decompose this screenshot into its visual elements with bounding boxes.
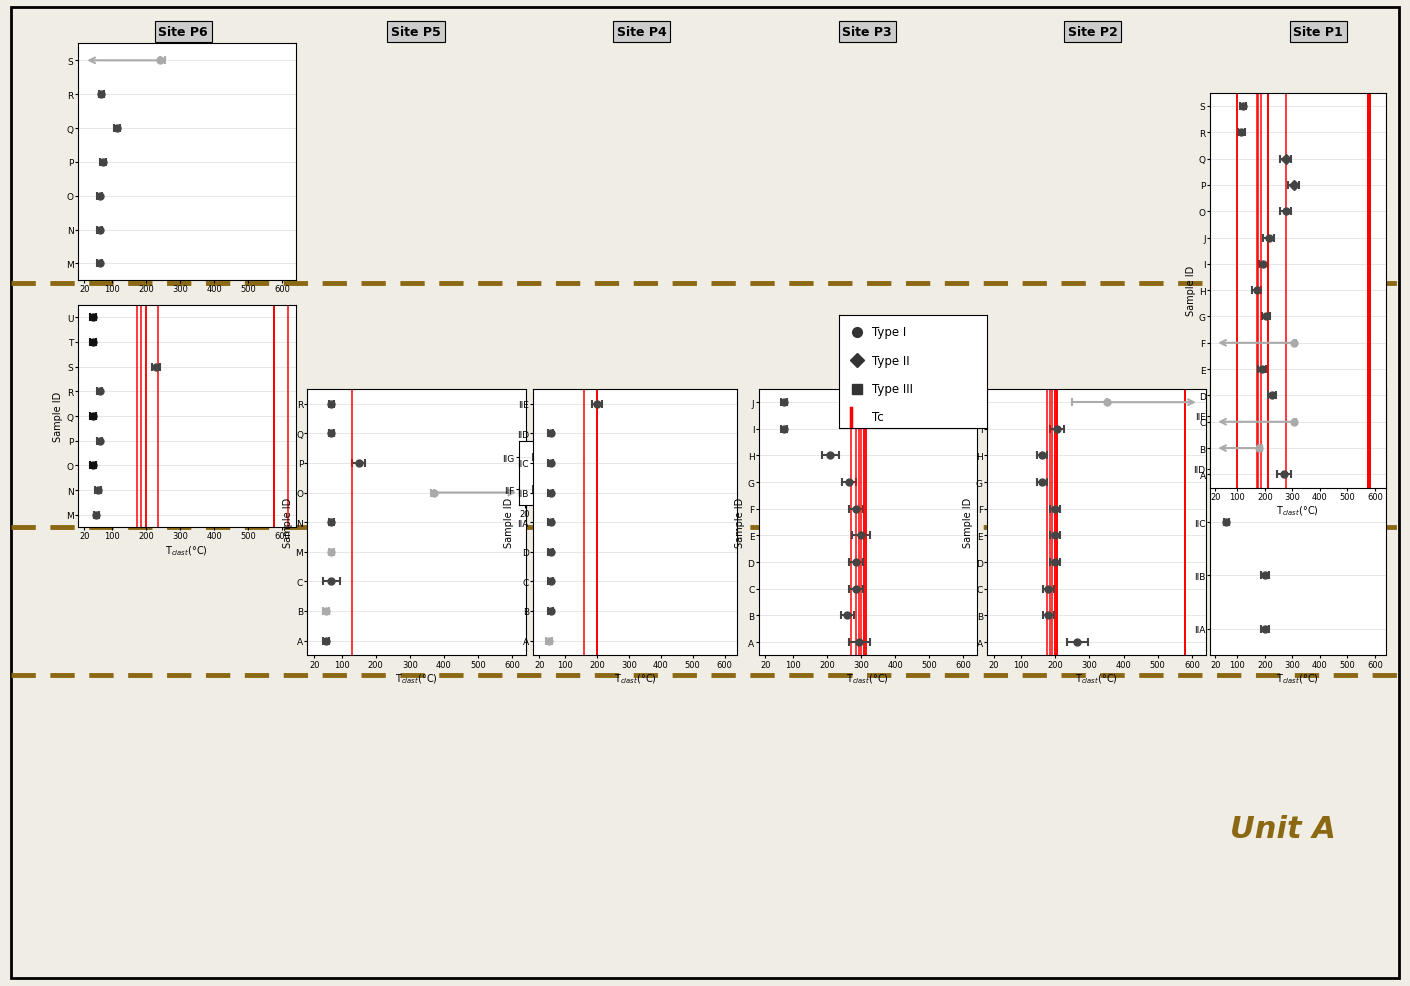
- Text: Site P1: Site P1: [1293, 26, 1344, 39]
- Text: Type III: Type III: [871, 383, 912, 395]
- X-axis label: T$_{clast}$(°C): T$_{clast}$(°C): [1276, 671, 1320, 685]
- Text: Site P4: Site P4: [616, 26, 667, 39]
- Text: Site P5: Site P5: [391, 26, 441, 39]
- Text: Tc: Tc: [871, 411, 883, 424]
- Text: Unit B: Unit B: [1231, 557, 1335, 587]
- Text: Unit A: Unit A: [1230, 813, 1337, 843]
- Text: Unit D: Unit D: [1230, 108, 1337, 138]
- Text: Type II: Type II: [871, 354, 909, 368]
- Y-axis label: Sample ID: Sample ID: [1186, 266, 1196, 316]
- Text: Site P2: Site P2: [1067, 26, 1118, 39]
- X-axis label: T$_{clast}$(°C): T$_{clast}$(°C): [1074, 671, 1118, 685]
- Y-axis label: Sample ID: Sample ID: [52, 391, 63, 442]
- Y-axis label: Sample ID: Sample ID: [503, 498, 513, 547]
- Text: Unit C: Unit C: [1231, 350, 1335, 380]
- X-axis label: T$_{clast}$(°C): T$_{clast}$(°C): [613, 671, 657, 685]
- Text: Site P3: Site P3: [842, 26, 893, 39]
- Text: Site P6: Site P6: [158, 26, 209, 39]
- X-axis label: T$_{clast}$(°C): T$_{clast}$(°C): [395, 671, 439, 685]
- X-axis label: T$_{clast}$(°C): T$_{clast}$(°C): [1276, 504, 1320, 518]
- Text: Type I: Type I: [871, 326, 905, 339]
- Y-axis label: Sample ID: Sample ID: [282, 498, 293, 547]
- Y-axis label: Sample ID: Sample ID: [735, 498, 744, 547]
- Y-axis label: Sample ID: Sample ID: [963, 498, 973, 547]
- X-axis label: T$_{clast}$(°C): T$_{clast}$(°C): [165, 543, 209, 557]
- X-axis label: T$_{clast}$(°C): T$_{clast}$(°C): [846, 671, 890, 685]
